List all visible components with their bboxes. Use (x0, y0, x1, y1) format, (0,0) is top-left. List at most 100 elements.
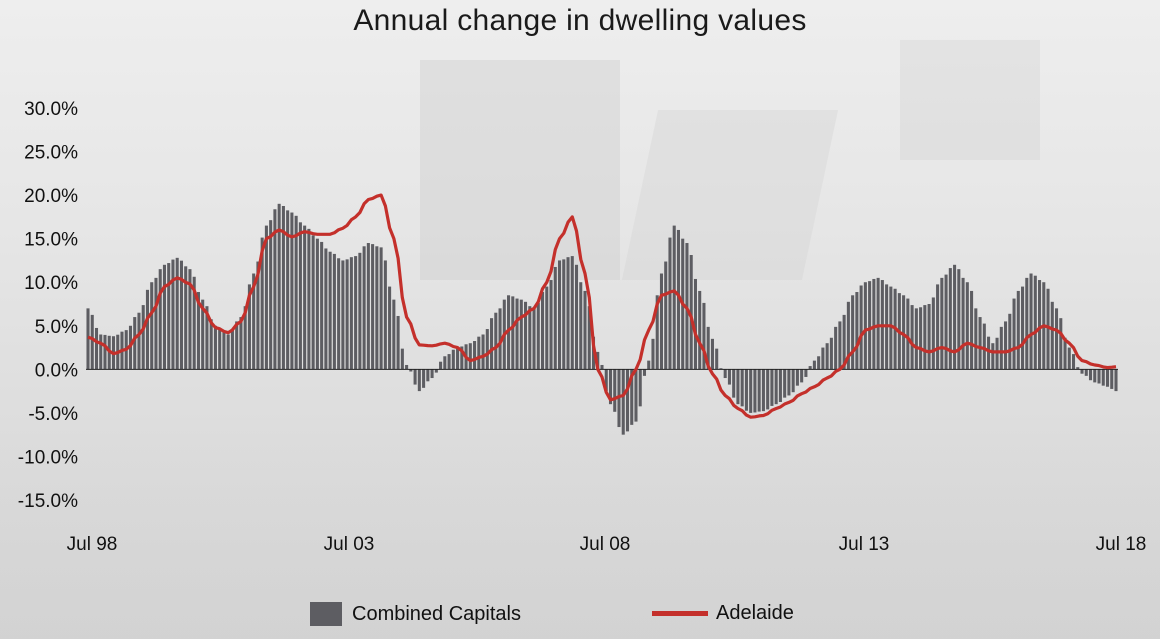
bar-combined-capitals (154, 277, 158, 370)
bar-combined-capitals (965, 282, 969, 370)
bar-combined-capitals (218, 327, 222, 370)
bar-combined-capitals (145, 289, 149, 370)
bar-combined-capitals (137, 312, 141, 370)
bar-combined-capitals (243, 306, 247, 370)
y-tick-label: -5.0% (28, 404, 78, 425)
x-tick-label: Jul 13 (839, 534, 890, 555)
bar-combined-capitals (693, 278, 697, 370)
bar-combined-capitals (303, 225, 307, 370)
bar-combined-capitals (566, 257, 570, 370)
bar-combined-capitals (944, 274, 948, 370)
bar-combined-capitals (804, 369, 808, 377)
bar-combined-capitals (1046, 288, 1050, 370)
bar-combined-capitals (511, 296, 515, 370)
bar-combined-capitals (1004, 321, 1008, 370)
bar-combined-capitals (778, 369, 782, 402)
bar-combined-capitals (634, 369, 638, 422)
bar-combined-capitals (676, 229, 680, 370)
bar-combined-capitals (235, 321, 239, 370)
bar-combined-capitals (702, 302, 706, 370)
bar-combined-capitals (460, 346, 464, 370)
bar-combined-capitals (413, 369, 417, 385)
bar-combined-capitals (477, 336, 481, 370)
bar-combined-capitals (1021, 286, 1025, 370)
chart-plot-area: 30.0% 25.0% 20.0% 15.0% 10.0% 5.0% 0.0% -5.0% -1… (18, 99, 1147, 555)
bar-combined-capitals (417, 369, 421, 392)
bar-combined-capitals (222, 332, 226, 370)
bar-combined-capitals (94, 327, 99, 370)
legend-item-adelaide[interactable]: Adelaide (652, 602, 794, 625)
bar-combined-capitals (715, 348, 719, 370)
bar-combined-capitals (519, 299, 523, 370)
bar-combined-capitals (205, 306, 209, 370)
bar-combined-capitals (447, 354, 451, 370)
bar-combined-capitals (230, 330, 234, 370)
bar-combined-capitals (541, 292, 545, 370)
chart-title: Annual change in dwelling values (353, 4, 807, 37)
bar-combined-capitals (545, 286, 549, 370)
bar-combined-capitals (846, 301, 850, 370)
bar-combined-capitals (664, 261, 668, 370)
bar-combined-capitals (490, 318, 494, 370)
bar-combined-capitals (405, 364, 409, 370)
bar-combined-capitals (426, 369, 430, 382)
bar-combined-capitals (1038, 280, 1042, 370)
bar-combined-capitals (468, 343, 472, 370)
bar-combined-capitals (978, 317, 982, 370)
bar-combined-capitals (383, 260, 387, 370)
bar-combined-capitals (723, 369, 727, 379)
bar-combined-capitals (974, 308, 978, 370)
bar-combined-capitals (277, 203, 281, 370)
bar-combined-capitals (553, 266, 557, 370)
bar-combined-capitals (829, 337, 833, 370)
bar-combined-capitals (757, 369, 761, 412)
bar-combined-capitals (439, 361, 443, 370)
bar-combined-capitals (1055, 308, 1059, 370)
bar-combined-capitals (604, 369, 608, 392)
y-axis-ticks: 30.0% 25.0% 20.0% 15.0% 10.0% 5.0% 0.0% -5.0% -1… (18, 99, 78, 512)
bar-combined-capitals (371, 244, 375, 370)
bar-combined-capitals (647, 360, 651, 370)
legend-label-adelaide: Adelaide (716, 602, 794, 624)
bar-combined-capitals (409, 369, 413, 372)
bar-combined-capitals (668, 237, 672, 370)
bar-combined-capitals (345, 259, 349, 370)
bar-combined-capitals (863, 282, 867, 370)
bar-combined-capitals (919, 307, 923, 370)
bar-combined-capitals (400, 348, 404, 370)
bar-combined-capitals (914, 308, 918, 370)
bar-combined-capitals (1084, 369, 1088, 376)
bar-combined-capitals (927, 304, 931, 370)
chart-legend: Combined Capitals Adelaide (0, 602, 1160, 632)
bar-combined-capitals (133, 317, 137, 370)
bar-combined-capitals (570, 256, 574, 370)
bar-combined-capitals (179, 260, 183, 370)
bar-combined-capitals (766, 369, 770, 410)
bar-combined-capitals (999, 326, 1003, 370)
bar-combined-capitals (494, 312, 498, 370)
bar-combined-capitals (366, 243, 370, 370)
bar-combined-capitals (1008, 313, 1012, 370)
bar-combined-capitals (812, 360, 816, 370)
bar-combined-capitals (902, 295, 906, 370)
bar-combined-capitals (192, 276, 196, 370)
bar-combined-capitals (86, 308, 90, 370)
bar-combined-capitals (256, 261, 260, 370)
bar-combined-capitals (672, 225, 676, 370)
x-tick-label: Jul 98 (67, 534, 118, 555)
bar-combined-capitals (868, 281, 872, 370)
bar-combined-capitals (727, 369, 731, 385)
bar-combined-capitals (1101, 369, 1105, 386)
bar-combined-capitals (651, 338, 655, 370)
bar-combined-capitals (910, 305, 914, 370)
bar-combined-capitals (587, 306, 591, 370)
bar-combined-capitals (532, 308, 536, 370)
y-tick-label: 20.0% (24, 186, 78, 207)
bar-combined-capitals (1105, 369, 1110, 387)
bar-combined-capitals (574, 264, 579, 370)
bar-combined-capitals (800, 369, 804, 383)
bar-combined-capitals (1063, 337, 1067, 370)
bar-combined-capitals (311, 235, 315, 370)
bar-combined-capitals (923, 305, 927, 370)
legend-item-combined-capitals[interactable]: Combined Capitals (310, 602, 521, 626)
